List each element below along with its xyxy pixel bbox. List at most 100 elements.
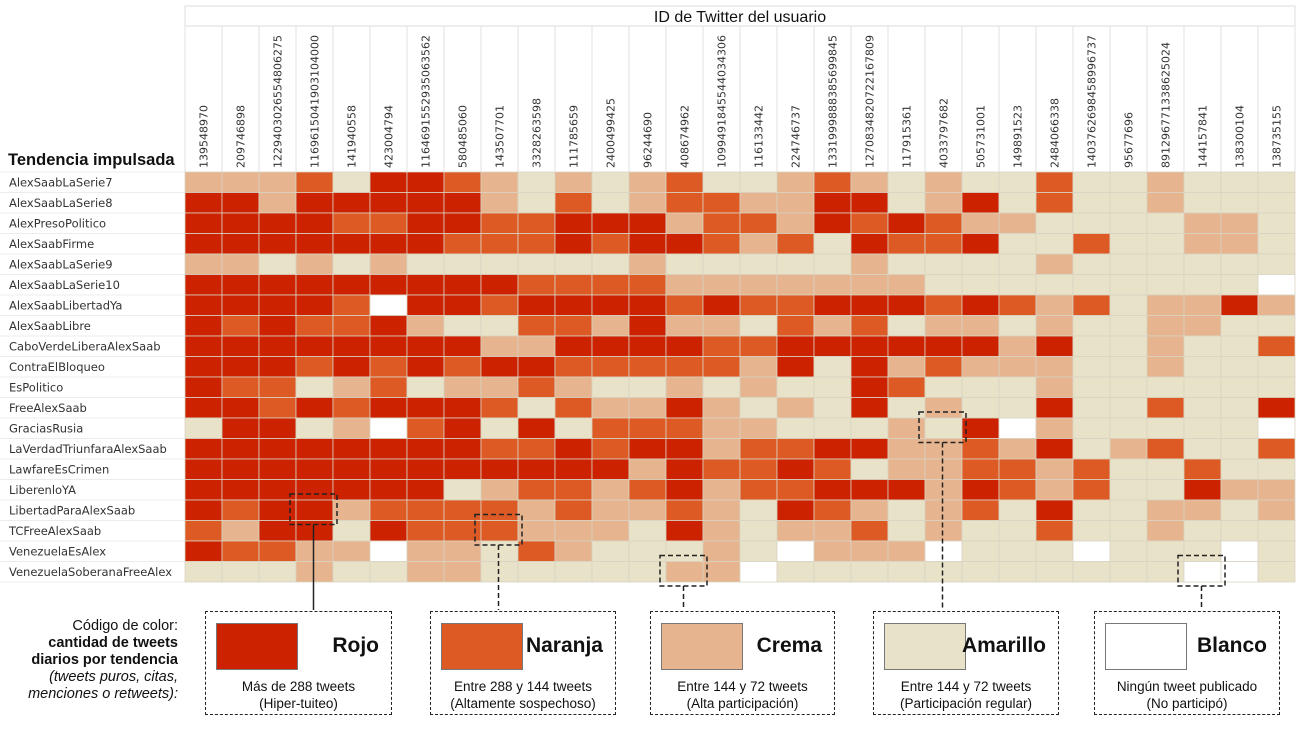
- heatmap-cell: [887, 274, 926, 296]
- heatmap-cell: [221, 561, 260, 583]
- heatmap-cell: [554, 479, 593, 501]
- heatmap-cell: [776, 192, 815, 214]
- heatmap-cell: [628, 376, 667, 398]
- heatmap-cell: [702, 212, 741, 234]
- heatmap-cell: [998, 376, 1037, 398]
- heatmap-cell: [591, 356, 630, 378]
- heatmap-cell: [221, 520, 260, 542]
- heatmap-cell: [1035, 294, 1074, 316]
- heatmap-cell: [184, 335, 223, 357]
- column-header-label: 111785659: [568, 105, 581, 168]
- heatmap-cell: [961, 192, 1000, 214]
- heatmap-cell: [998, 171, 1037, 193]
- heatmap-cell: [1072, 335, 1111, 357]
- heatmap-cell: [1183, 479, 1222, 501]
- heatmap-cell: [1183, 438, 1222, 460]
- heatmap-cell: [628, 171, 667, 193]
- column-header-label: 1331999888385699845: [827, 35, 840, 168]
- heatmap-cell: [924, 376, 963, 398]
- heatmap-cell: [406, 458, 445, 480]
- heatmap-cell: [554, 335, 593, 357]
- heatmap-cell: [924, 233, 963, 255]
- legend-intro-note-1: (tweets puros, citas,: [49, 669, 178, 685]
- heatmap-cell: [1220, 479, 1259, 501]
- heatmap-cell: [258, 438, 297, 460]
- heatmap-cell: [443, 356, 482, 378]
- legend-desc-line2: (Participación regular): [899, 696, 1033, 711]
- heatmap-cell: [1257, 561, 1296, 583]
- heatmap-cell: [184, 397, 223, 419]
- heatmap-cell: [517, 171, 556, 193]
- heatmap-cell: [776, 397, 815, 419]
- heatmap-cell: [443, 561, 482, 583]
- heatmap-cell: [221, 335, 260, 357]
- heatmap-cell: [517, 561, 556, 583]
- heatmap-cell: [887, 212, 926, 234]
- column-header-label: 408674962: [679, 105, 692, 168]
- y-axis-title: Tendencia impulsada: [8, 151, 175, 169]
- heatmap-cell: [295, 171, 334, 193]
- heatmap-cell: [258, 561, 297, 583]
- heatmap-cell: [332, 561, 371, 583]
- heatmap-cell: [554, 212, 593, 234]
- heatmap-cell: [628, 192, 667, 214]
- heatmap-cell: [887, 253, 926, 275]
- heatmap-cell: [813, 397, 852, 419]
- heatmap-cell: [1072, 315, 1111, 337]
- heatmap-cell: [517, 417, 556, 439]
- heatmap-cell: [665, 561, 704, 583]
- heatmap-cell: [591, 274, 630, 296]
- heatmap-cell: [406, 233, 445, 255]
- column-header-label: 95677696: [1123, 112, 1136, 168]
- heatmap-cell: [591, 192, 630, 214]
- heatmap-cell: [554, 253, 593, 275]
- heatmap-cell: [1257, 520, 1296, 542]
- heatmap-cell: [332, 458, 371, 480]
- heatmap-cell: [554, 458, 593, 480]
- heatmap-cell: [480, 397, 519, 419]
- heatmap-cell: [1220, 356, 1259, 378]
- heatmap-cell: [1146, 479, 1185, 501]
- heatmap-cell: [1183, 212, 1222, 234]
- heatmap-cell: [369, 438, 408, 460]
- heatmap-cell: [924, 438, 963, 460]
- heatmap-cell: [184, 253, 223, 275]
- heatmap-cell: [924, 315, 963, 337]
- heatmap-cell: [961, 540, 1000, 562]
- heatmap-cell: [665, 315, 704, 337]
- legend-desc: Más de 288 tweets (Hiper-tuiteo): [206, 678, 391, 712]
- heatmap-cell: [1257, 212, 1296, 234]
- heatmap-cell: [850, 171, 889, 193]
- heatmap-cell: [887, 376, 926, 398]
- heatmap-cell: [961, 335, 1000, 357]
- heatmap-cell: [1183, 397, 1222, 419]
- heatmap-cell: [1109, 417, 1148, 439]
- heatmap-cell: [1220, 397, 1259, 419]
- heatmap-cell: [739, 212, 778, 234]
- column-header-label: 1169615041903104000: [309, 35, 322, 168]
- heatmap-cell: [1183, 315, 1222, 337]
- heatmap-cell: [295, 274, 334, 296]
- heatmap-cell: [295, 253, 334, 275]
- heatmap-cell: [1220, 376, 1259, 398]
- heatmap-cell: [591, 499, 630, 521]
- heatmap-cell: [221, 540, 260, 562]
- heatmap-cell: [998, 233, 1037, 255]
- heatmap-cell: [517, 499, 556, 521]
- heatmap-cell: [776, 561, 815, 583]
- heatmap-cell: [739, 458, 778, 480]
- heatmap-cell: [184, 417, 223, 439]
- heatmap-cell: [1035, 233, 1074, 255]
- heatmap-cell: [295, 376, 334, 398]
- heatmap-cell: [332, 192, 371, 214]
- heatmap-cell: [554, 520, 593, 542]
- heatmap-cell: [1183, 335, 1222, 357]
- heatmap-cell: [628, 479, 667, 501]
- heatmap-cell: [184, 540, 223, 562]
- heatmap-cell: [702, 294, 741, 316]
- heatmap-cell: [961, 458, 1000, 480]
- heatmap-cell: [1072, 438, 1111, 460]
- heatmap-cell: [221, 171, 260, 193]
- heatmap-cell: [517, 438, 556, 460]
- heatmap-cell: [739, 274, 778, 296]
